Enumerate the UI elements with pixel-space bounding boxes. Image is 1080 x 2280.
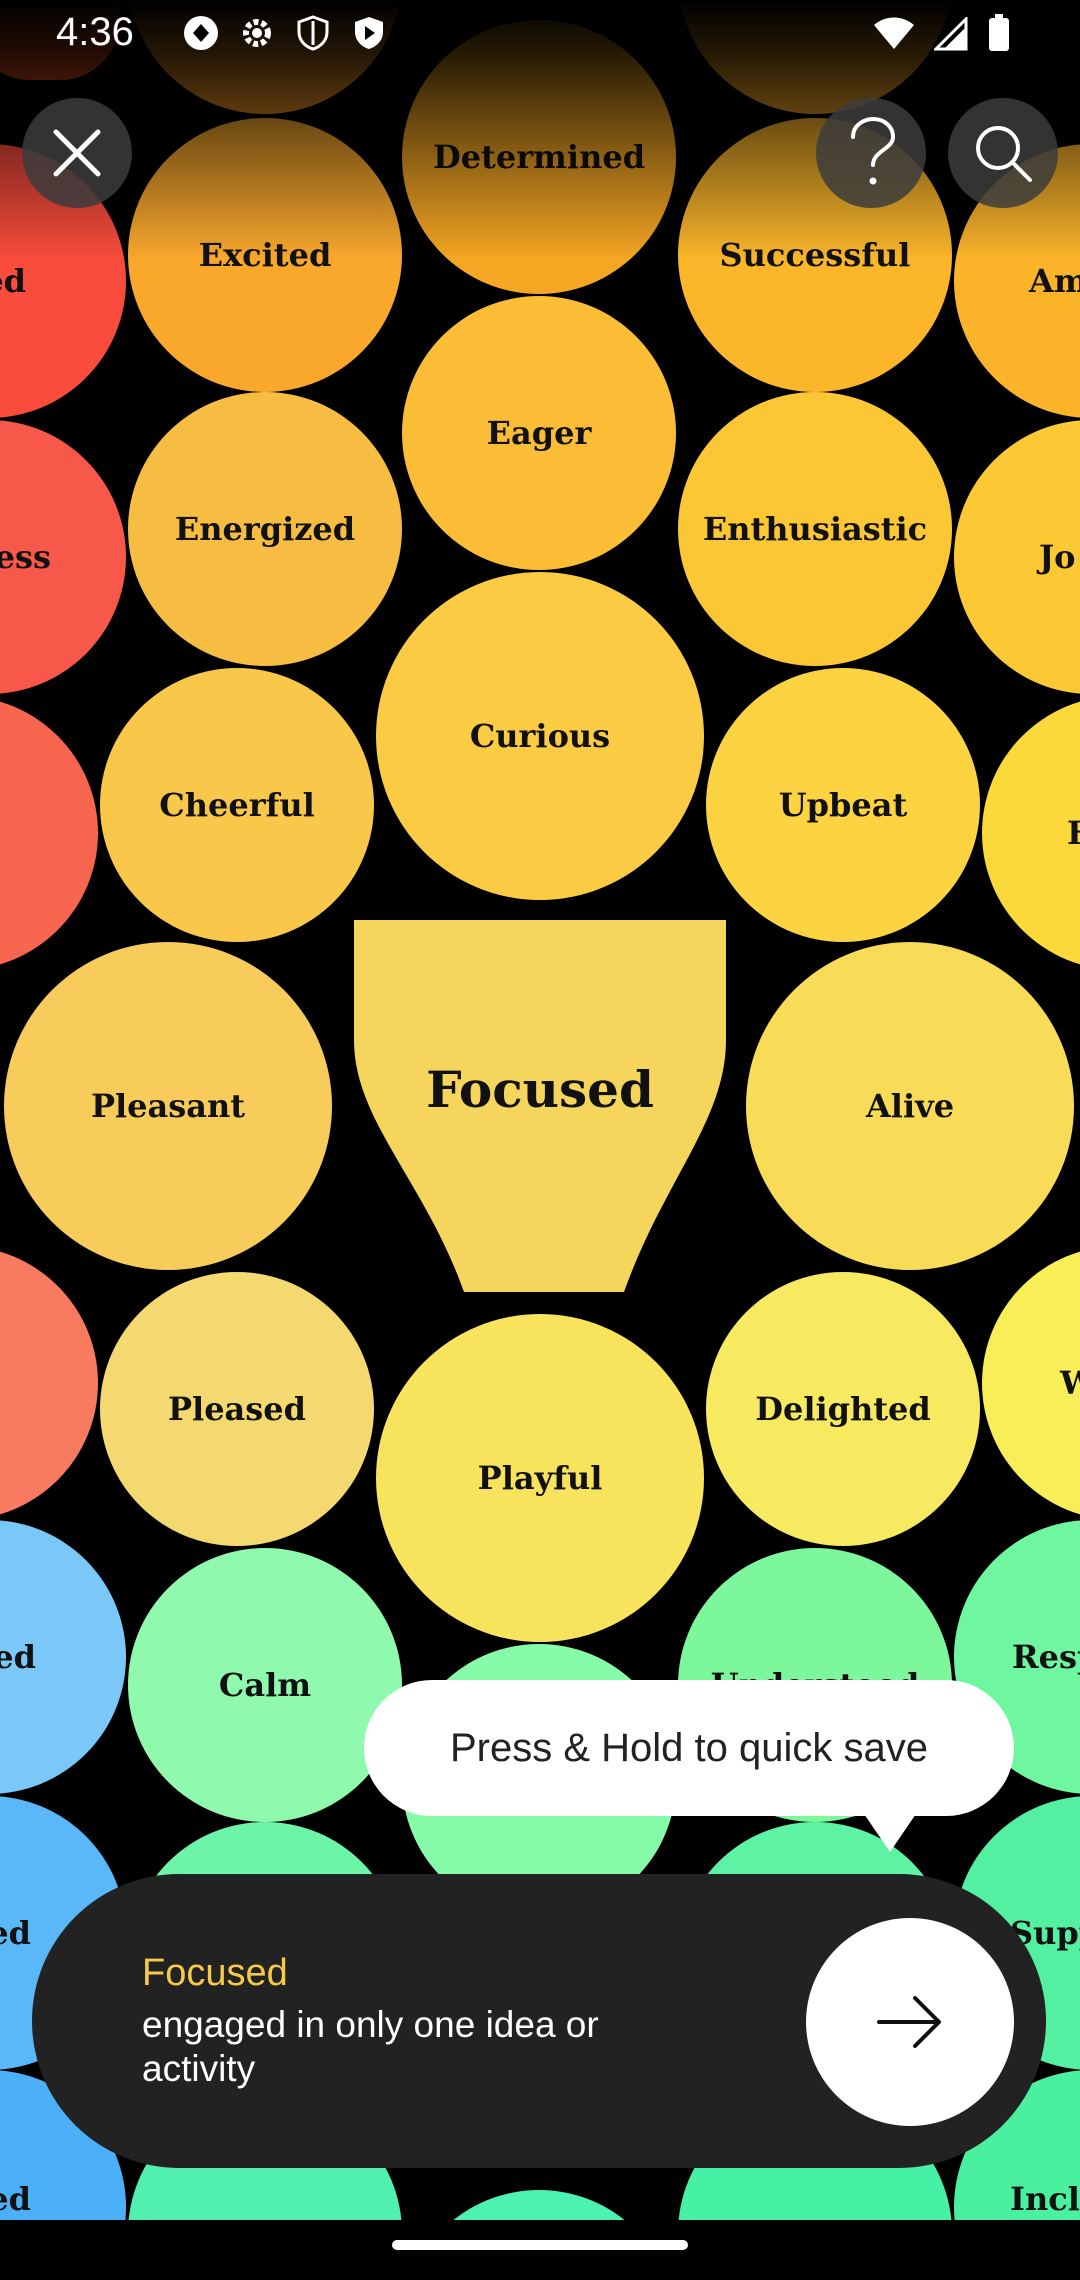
search-button[interactable] bbox=[948, 98, 1058, 208]
battery-icon bbox=[988, 14, 1010, 62]
selected-mood-label: Focused bbox=[426, 1060, 654, 1119]
mood-bubble-excited[interactable]: Excited bbox=[128, 118, 402, 392]
mood-bubble-label: ured bbox=[0, 262, 26, 300]
mood-bubble-alive[interactable]: Alive bbox=[746, 942, 1074, 1270]
mood-bubble-cheerful[interactable]: Cheerful bbox=[100, 668, 374, 942]
mood-bubble-label: ed bbox=[0, 1914, 31, 1952]
mood-bubble-partial[interactable]: W bbox=[982, 1246, 1080, 1520]
cell-signal-icon bbox=[932, 14, 968, 61]
mood-bubble-label: Incl bbox=[1010, 2180, 1080, 2218]
mood-bubble-pleased[interactable]: Pleased bbox=[100, 1272, 374, 1546]
mood-bubble-eager[interactable]: Eager bbox=[402, 296, 676, 570]
close-button[interactable] bbox=[22, 98, 132, 208]
mood-bubble[interactable] bbox=[402, 2190, 676, 2220]
close-icon bbox=[53, 129, 101, 177]
tooltip-pointer bbox=[860, 1808, 920, 1852]
quick-save-tooltip: Press & Hold to quick save bbox=[364, 1680, 1014, 1816]
mood-bubble-energized[interactable]: Energized bbox=[128, 392, 402, 666]
play-protect-icon bbox=[348, 12, 390, 54]
status-bar: 4:36 bbox=[0, 0, 1080, 70]
selected-mood-title: Focused bbox=[142, 1952, 288, 1994]
notification-icons bbox=[180, 12, 390, 54]
selected-mood-fill bbox=[354, 920, 726, 1292]
help-icon bbox=[851, 117, 896, 185]
mood-bubble-label: Resp bbox=[1012, 1638, 1080, 1676]
settings-gear-icon bbox=[236, 12, 278, 54]
mood-bubble-partial[interactable]: Jo bbox=[954, 420, 1080, 694]
mood-bubble-label: Am bbox=[1029, 262, 1080, 300]
mood-bubble-label: ed bbox=[0, 1638, 36, 1676]
wifi-icon bbox=[874, 16, 914, 61]
mood-bubble-partial[interactable]: y bbox=[0, 1246, 98, 1520]
app-notification-icon bbox=[180, 12, 222, 54]
mood-bubble-enthusiastic[interactable]: Enthusiastic bbox=[678, 392, 952, 666]
mood-bubble-upbeat[interactable]: Upbeat bbox=[706, 668, 980, 942]
home-indicator[interactable] bbox=[392, 2240, 688, 2250]
tooltip-text: Press & Hold to quick save bbox=[450, 1725, 928, 1770]
mood-bubble-label: Jo bbox=[1039, 538, 1076, 576]
help-button[interactable] bbox=[816, 98, 926, 208]
mood-bubble-partial[interactable]: ed bbox=[0, 696, 98, 970]
mood-bubble-playful[interactable]: Playful bbox=[376, 1314, 704, 1642]
mood-bubble-calm[interactable]: Calm bbox=[128, 1548, 402, 1822]
mood-bubble-delighted[interactable]: Delighted bbox=[706, 1272, 980, 1546]
mood-bubble-partial[interactable]: H bbox=[982, 696, 1080, 970]
next-button[interactable] bbox=[806, 1918, 1014, 2126]
mood-bubble-curious[interactable]: Curious bbox=[376, 572, 704, 900]
mood-bubble-label: W bbox=[1060, 1364, 1080, 1402]
mood-bubble-label: less bbox=[0, 538, 51, 576]
arrow-right-icon bbox=[877, 1996, 941, 2048]
selected-mood-shape[interactable] bbox=[354, 920, 726, 1292]
mood-bubble-partial[interactable]: ed bbox=[0, 1520, 126, 1794]
mood-bubble-label: H bbox=[1067, 814, 1080, 852]
mood-bubble-pleasant[interactable]: Pleasant bbox=[4, 942, 332, 1270]
mood-bubble-label: ued bbox=[0, 2180, 31, 2218]
status-time: 4:36 bbox=[56, 10, 134, 54]
system-icons bbox=[874, 14, 1010, 62]
mood-bubble-partial[interactable]: less bbox=[0, 420, 126, 694]
selected-mood-definition: engaged in only one idea or activity bbox=[142, 2004, 599, 2089]
search-icon bbox=[976, 126, 1032, 182]
shield-icon bbox=[292, 12, 334, 54]
